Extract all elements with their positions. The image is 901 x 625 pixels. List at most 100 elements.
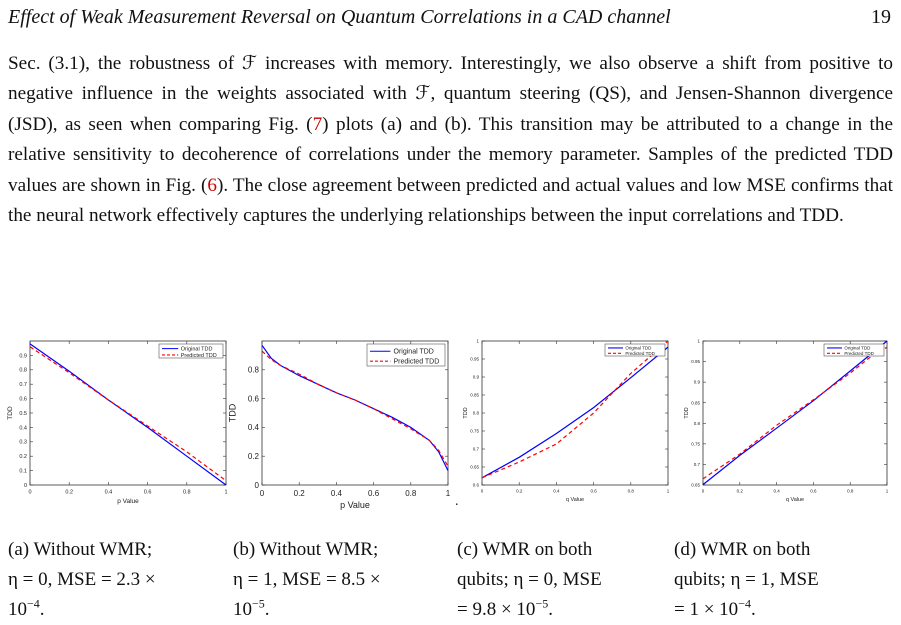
x-tick-label: 0.4 — [331, 489, 343, 498]
chart-b: 0 0.2 0.4 0.6 0.8 1 0 0.2 0.4 0.6 0.8 p Value TDD Ori… — [228, 340, 451, 510]
paragraph-line: values and low MSE confirms that the neu… — [8, 174, 894, 227]
y-tick-label: 0.6 — [473, 483, 480, 488]
caption-line: (b) Without WMR; — [233, 539, 379, 560]
x-tick-label: 1 — [667, 489, 670, 494]
x-tick-label: 1 — [446, 489, 451, 498]
caption-line: 10 — [8, 599, 27, 620]
figure-c: 0 0.2 0.4 0.6 0.8 1 0.6 0.65 0.7 0.75 0.8 0.85 0.9 0.… — [462, 335, 678, 517]
legend-label: Predicted TDD — [844, 351, 874, 356]
plot-frame — [481, 340, 669, 486]
legend-label: Predicted TDD — [394, 359, 440, 366]
x-tick-label: 0.6 — [810, 489, 817, 494]
caption-exponent: −5 — [535, 596, 549, 611]
body-paragraph: Sec. (3.1), the robustness of ℱ increase… — [8, 49, 893, 231]
caption-exponent: −5 — [252, 596, 265, 611]
y-tick-label: 0.9 — [19, 353, 27, 359]
y-axis-label: TDD — [684, 407, 690, 418]
caption-line: qubits; η = 1, MSE — [674, 569, 819, 590]
paragraph-line: TDD values are shown in Fig. ( — [8, 144, 894, 196]
y-tick-label: 0.6 — [19, 397, 27, 403]
x-tick-label: 0.8 — [183, 490, 191, 496]
x-tick-label: 1 — [886, 489, 889, 494]
page-header: Effect of Weak Measurement Reversal on Q… — [8, 6, 893, 32]
x-tick-label: 0 — [260, 489, 265, 498]
figure-a: 0 0.2 0.4 0.6 0.8 1 0 0.1 0.2 0.3 0.4 0.5 0.6 0.7 0.8 0… — [0, 335, 235, 517]
y-tick-label: 0.65 — [470, 465, 479, 470]
caption-line: (d) WMR on both — [674, 539, 811, 560]
y-tick-label: 0.8 — [694, 421, 701, 426]
y-tick-label: 0.85 — [470, 393, 479, 398]
y-axis-label: TDD — [228, 403, 238, 422]
caption-line: η = 0, MSE = 2.3 × — [8, 569, 156, 590]
x-axis-label: q Value — [786, 497, 804, 503]
legend-label: Predicted TDD — [181, 353, 217, 359]
series-original-tdd — [702, 340, 888, 486]
page-number: 19 — [871, 6, 891, 28]
figure-ref-7[interactable]: 7 — [312, 113, 323, 135]
paragraph-line: relationships between the input correlat… — [428, 205, 844, 227]
x-tick-label: 1 — [224, 490, 227, 496]
paragraph-line: ). The close agreement between predicted… — [216, 174, 621, 196]
x-tick-label: 0.6 — [590, 489, 597, 494]
paragraph-line: Sec. (3.1), the robustness of ℱ increase… — [8, 53, 698, 74]
y-tick-label: 0.65 — [691, 483, 700, 488]
caption-end: . — [548, 599, 553, 620]
y-tick-label: 0.95 — [691, 359, 700, 364]
chart-c: 0 0.2 0.4 0.6 0.8 1 0.6 0.65 0.7 0.75 0.8 0.85 0.9 0.… — [463, 339, 670, 503]
y-tick-label: 0.7 — [694, 462, 701, 467]
y-tick-label: 1 — [697, 339, 700, 344]
y-tick-label: 0.8 — [19, 368, 27, 374]
figure-b: 0 0.2 0.4 0.6 0.8 1 0 0.2 0.4 0.6 0.8 p Value TDD Ori… — [228, 335, 459, 517]
y-tick-label: 0.4 — [19, 425, 27, 431]
y-tick-label: 0.8 — [248, 366, 260, 375]
series-predicted-tdd — [29, 346, 227, 482]
x-tick-label: 0 — [481, 489, 484, 494]
y-tick-label: 0.4 — [248, 423, 260, 432]
figure-ref-6[interactable]: 6 — [207, 174, 217, 196]
x-tick-label: 0.8 — [628, 489, 635, 494]
x-tick-label: 0.8 — [847, 489, 854, 494]
x-tick-label: 0.4 — [773, 489, 780, 494]
caption-line: η = 1, MSE = 8.5 × — [233, 569, 381, 590]
y-tick-label: 0.7 — [473, 447, 480, 452]
x-tick-label: 0 — [28, 490, 31, 496]
x-tick-label: 0.4 — [105, 490, 113, 496]
caption-line: (c) WMR on both — [457, 539, 593, 560]
paragraph-line: steering (QS), and Jensen-Shannon diverg… — [8, 83, 893, 135]
y-tick-label: 0.3 — [19, 440, 27, 446]
y-tick-label: 0.9 — [473, 375, 480, 380]
caption-exponent: −4 — [27, 596, 40, 611]
y-tick-label: 0.2 — [19, 454, 27, 460]
y-tick-label: 0 — [255, 481, 260, 490]
stray-mark: . — [455, 494, 459, 509]
legend-label: Original TDD — [181, 347, 213, 353]
caption-exponent: −4 — [738, 596, 751, 611]
x-tick-label: 0.2 — [65, 490, 73, 496]
x-tick-label: 0.2 — [294, 489, 306, 498]
chart-a: 0 0.2 0.4 0.6 0.8 1 0 0.1 0.2 0.3 0.4 0.5 0.6 0.7 0.8 0… — [7, 340, 228, 505]
series-predicted-tdd — [261, 350, 449, 467]
paragraph-line: ) — [322, 113, 329, 135]
y-axis-label: TDD — [7, 406, 14, 420]
y-tick-label: 0.7 — [19, 382, 27, 388]
legend-label: Original TDD — [394, 349, 434, 356]
y-tick-label: 0.5 — [19, 411, 27, 417]
paragraph-line: plots (a) and (b). This transition may b… — [8, 113, 893, 166]
y-tick-label: 0.1 — [19, 469, 27, 475]
y-tick-label: 0.75 — [470, 429, 479, 434]
series-original-tdd — [481, 346, 669, 479]
legend-label: Original TDD — [625, 346, 652, 351]
running-title: Effect of Weak Measurement Reversal on Q… — [8, 6, 671, 28]
caption-b: (b) Without WMR; η = 1, MSE = 8.5 × 10−5… — [233, 535, 452, 625]
series-predicted-tdd — [702, 346, 888, 480]
y-tick-label: 0.8 — [473, 411, 480, 416]
y-tick-label: 1 — [476, 339, 479, 344]
x-tick-label: 0.6 — [368, 489, 380, 498]
y-tick-label: 0.85 — [691, 400, 700, 405]
x-axis-label: p Value — [117, 498, 139, 505]
x-tick-label: 0 — [702, 489, 705, 494]
series-original-tdd — [29, 343, 227, 486]
caption-end: . — [264, 599, 270, 620]
paragraph-line: to decoherence of correlations under the… — [159, 144, 847, 166]
legend-label: Original TDD — [844, 346, 871, 351]
